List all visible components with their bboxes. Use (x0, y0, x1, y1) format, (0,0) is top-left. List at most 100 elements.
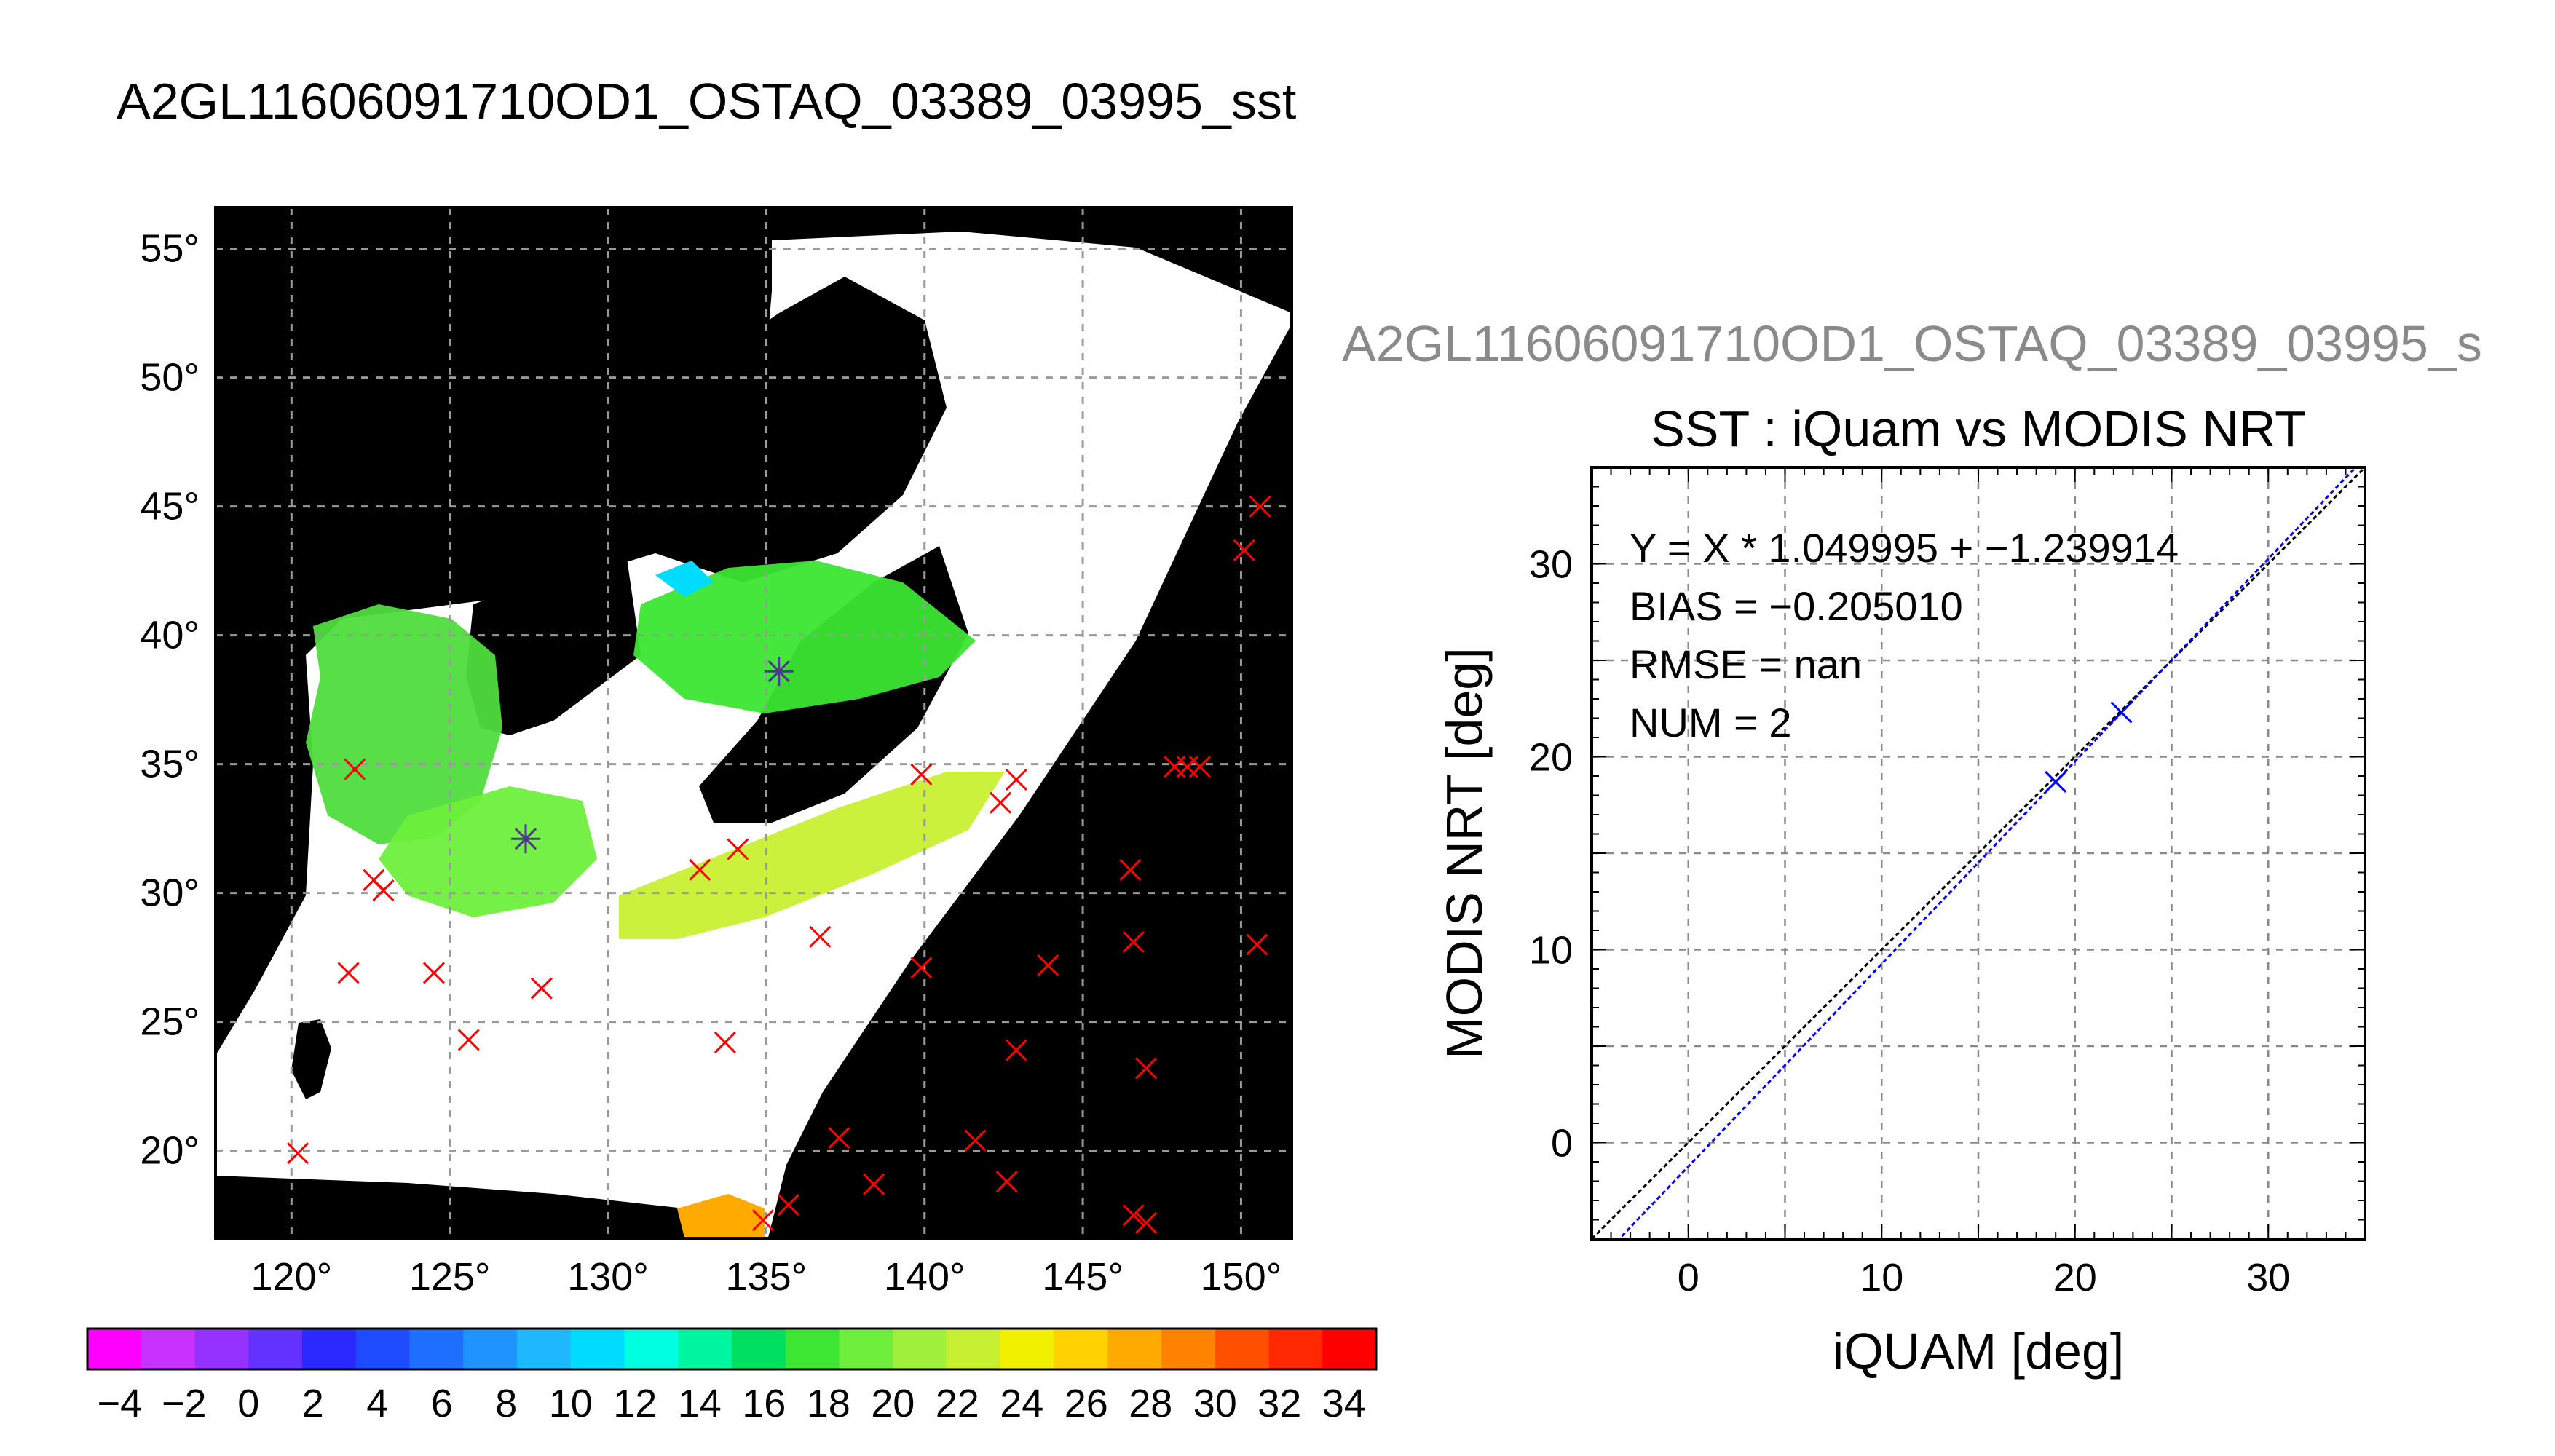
map-marker (1005, 1039, 1027, 1061)
map-marker (1122, 930, 1145, 953)
colorbar-cell (409, 1329, 464, 1369)
map-lat-tick-label: 50° (140, 356, 200, 400)
colorbar-cell (1054, 1329, 1108, 1369)
colorbar-cell (732, 1329, 786, 1369)
colorbar-cell (624, 1329, 679, 1369)
map-marker (964, 1129, 987, 1152)
scatter-y-tick-labels: 0 10 20 30 (1529, 543, 1573, 1166)
map-marker-highlight (764, 657, 794, 687)
colorbar-cell (87, 1329, 142, 1369)
map-marker (1134, 1211, 1158, 1234)
map-lat-tick-label: 40° (140, 614, 200, 657)
scatter-points (2045, 701, 2133, 794)
colorbar-tick-label: 18 (807, 1382, 850, 1425)
colorbar-cell (517, 1329, 572, 1369)
map-marker (1188, 756, 1211, 778)
map-marker (995, 1171, 1018, 1193)
scatter-panel: A2GL11606091710OD1_OSTAQ_03389_03995_s S… (1342, 315, 2482, 1380)
colorbar-cell (463, 1329, 518, 1369)
scatter-point (2110, 701, 2133, 724)
map-lon-tick-label: 140° (884, 1255, 965, 1299)
fit-line (1617, 467, 2358, 1239)
map-frame (214, 206, 1293, 1240)
map-lon-tick-label: 145° (1042, 1255, 1124, 1299)
colorbar-tick-label: 6 (431, 1382, 453, 1425)
map-marker (1122, 1204, 1145, 1227)
colorbar-tick-label: 20 (871, 1382, 915, 1425)
sst-patch-east-china-sea (379, 786, 597, 917)
scatter-x-axis-label: iQUAM [deg] (1833, 1323, 2125, 1380)
map-lat-tick-label: 20° (140, 1129, 200, 1173)
scatter-annotation: BIAS = −0.205010 (1630, 583, 1963, 629)
scatter-annotation: Y = X * 1.049995 + −1.239914 (1630, 525, 2179, 571)
colorbar-tick-label: 14 (678, 1382, 722, 1425)
map-marker (422, 962, 446, 984)
colorbar-tick-label: 34 (1322, 1382, 1366, 1425)
colorbar-tick-label: −4 (97, 1382, 142, 1425)
map-lon-tick-label: 150° (1201, 1255, 1282, 1299)
map-dark-area-sea-of-japan (626, 277, 947, 582)
colorbar-tick-label: −2 (162, 1382, 207, 1425)
map-lat-tick-label: 45° (140, 485, 200, 529)
map-lat-tick-label: 30° (140, 871, 200, 915)
sst-patch-cyan (655, 561, 714, 597)
scatter-x-tick-label: 10 (1860, 1256, 1903, 1299)
scatter-x-tick-label: 30 (2246, 1256, 2290, 1299)
colorbar-cells (87, 1329, 1377, 1369)
map-marker (1119, 858, 1142, 881)
colorbar-frame (86, 1327, 1378, 1371)
colorbar-labels: −4 −2 0 2 4 6 8 10 12 14 16 18 20 22 24 26 28 30 32 34 (97, 1382, 1365, 1425)
colorbar-cell (1268, 1329, 1323, 1369)
colorbar-tick-label: 4 (366, 1382, 388, 1425)
colorbar-tick-label: 26 (1065, 1382, 1108, 1425)
colorbar-tick-label: 32 (1257, 1382, 1301, 1425)
scatter-x-tick-label: 20 (2053, 1256, 2097, 1299)
colorbar-cell (839, 1329, 893, 1369)
colorbar-cell (194, 1329, 249, 1369)
colorbar-cell (141, 1329, 195, 1369)
colorbar-cell (947, 1329, 1001, 1369)
map-marker (689, 858, 711, 881)
scatter-watermark-title: A2GL11606091710OD1_OSTAQ_03389_03995_s (1342, 315, 2482, 372)
map-marker (337, 962, 360, 984)
map-marker (990, 791, 1012, 814)
map-lat-tick-label: 35° (140, 743, 200, 786)
map-lat-tick-label: 25° (140, 1000, 200, 1044)
colorbar-cell (1215, 1329, 1269, 1369)
map-markers (286, 495, 1271, 1234)
colorbar-cell (355, 1329, 410, 1369)
scatter-annotation: NUM = 2 (1630, 700, 1792, 745)
colorbar-cell (785, 1329, 840, 1369)
colorbar-tick-label: 24 (1000, 1382, 1043, 1425)
colorbar-cell (570, 1329, 625, 1369)
identity-line (1592, 467, 2365, 1239)
map-marker-highlight (511, 824, 541, 854)
scatter-y-tick-label: 0 (1551, 1122, 1573, 1166)
scatter-annotations: Y = X * 1.049995 + −1.239914 BIAS = −0.20… (1630, 525, 2179, 745)
map-marker (1233, 539, 1255, 561)
map-marker (1249, 495, 1271, 518)
map-lon-tick-label: 120° (250, 1255, 332, 1299)
map-marker (1246, 933, 1268, 956)
map-lat-tick-label: 55° (140, 227, 200, 271)
map-marker (1005, 768, 1027, 791)
map-marker (777, 1193, 799, 1216)
colorbar-tick-label: 8 (495, 1382, 517, 1425)
scatter-frame (1590, 466, 2366, 1241)
scatter-lines (1592, 467, 2365, 1239)
map-marker (863, 1173, 885, 1195)
map-marker (714, 1031, 736, 1054)
sst-patch-yellow-sea (306, 604, 502, 844)
scatter-point (2045, 770, 2067, 794)
colorbar-cell (1322, 1329, 1377, 1369)
map-marker (727, 838, 749, 860)
map-taiwan (291, 1019, 331, 1099)
map-marker (809, 925, 832, 948)
sst-patch-orange (677, 1194, 765, 1238)
sst-patch-sea-of-japan (633, 561, 976, 713)
map-marker (457, 1029, 480, 1051)
scatter-y-tick-label: 30 (1529, 543, 1573, 587)
colorbar-tick-label: 2 (302, 1382, 324, 1425)
colorbar-tick-label: 30 (1193, 1382, 1237, 1425)
